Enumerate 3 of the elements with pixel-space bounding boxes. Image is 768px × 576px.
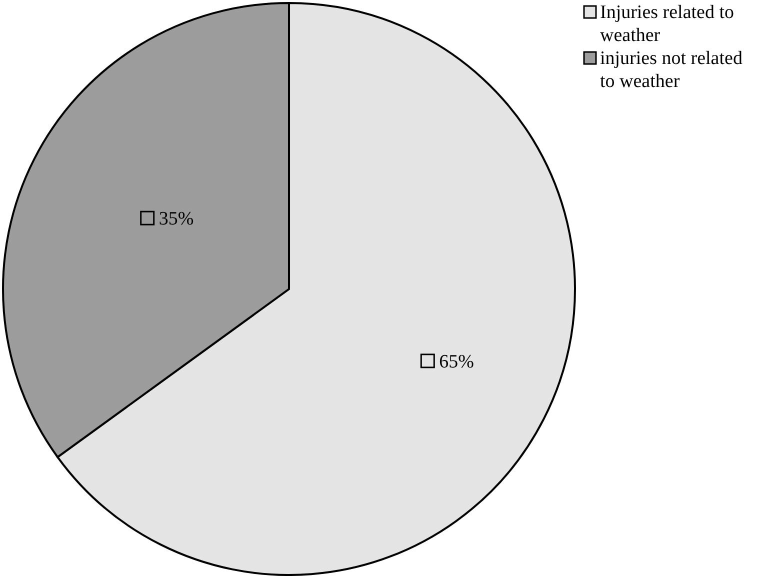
data-label: 35%	[158, 208, 194, 230]
legend-label: injuries not related to weather	[600, 48, 743, 92]
data-label: 65%	[439, 351, 474, 372]
